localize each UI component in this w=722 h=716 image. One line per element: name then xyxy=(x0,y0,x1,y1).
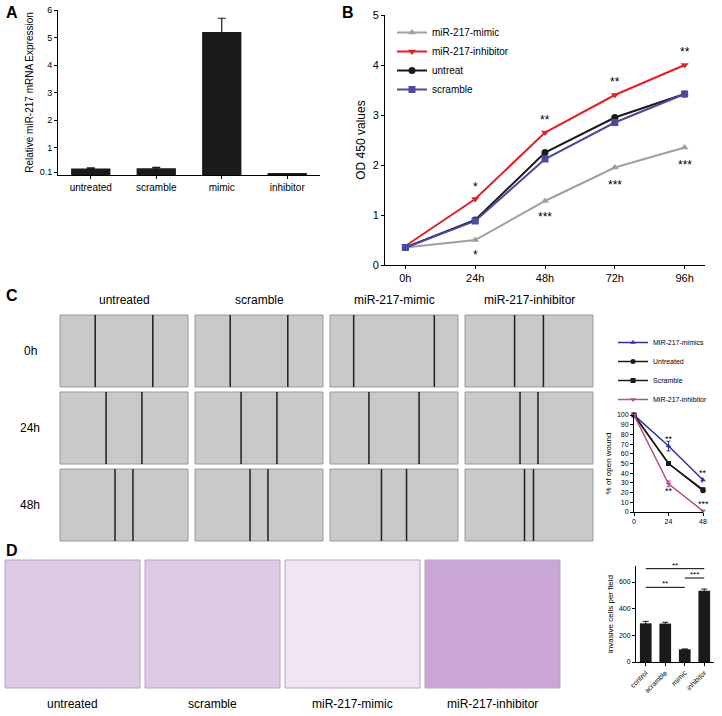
svg-text:200: 200 xyxy=(619,632,631,639)
svg-text:90: 90 xyxy=(621,421,629,428)
svg-text:0h: 0h xyxy=(399,272,411,284)
svg-text:*: * xyxy=(473,248,478,262)
svg-text:C: C xyxy=(6,287,18,304)
svg-text:70: 70 xyxy=(621,441,629,448)
svg-text:D: D xyxy=(6,542,18,559)
svg-text:miR-217-inhibitor: miR-217-inhibitor xyxy=(484,293,575,307)
svg-text:mimic: mimic xyxy=(670,669,688,687)
svg-text:% of open wound: % of open wound xyxy=(604,433,613,495)
svg-text:***: *** xyxy=(690,570,699,579)
svg-text:**: ** xyxy=(540,113,550,127)
svg-text:miR-217-mimic: miR-217-mimic xyxy=(432,27,499,38)
svg-text:60: 60 xyxy=(621,450,629,457)
svg-text:B: B xyxy=(342,4,354,21)
svg-text:Relative miR-217 mRNA Expressi: Relative miR-217 mRNA Expression xyxy=(24,12,35,173)
svg-text:***: *** xyxy=(608,178,622,192)
svg-text:scramble: scramble xyxy=(136,182,177,193)
svg-text:80: 80 xyxy=(621,431,629,438)
svg-text:10: 10 xyxy=(621,499,629,506)
svg-text:untreat: untreat xyxy=(432,65,463,76)
svg-text:scramble: scramble xyxy=(188,697,237,711)
svg-text:30: 30 xyxy=(621,479,629,486)
svg-text:0h: 0h xyxy=(24,344,37,358)
svg-text:3: 3 xyxy=(47,88,52,98)
svg-text:0: 0 xyxy=(632,518,636,525)
svg-text:1: 1 xyxy=(47,143,52,153)
svg-text:miR-217-inhibitor: miR-217-inhibitor xyxy=(432,46,509,57)
svg-text:MiR-217-mimics: MiR-217-mimics xyxy=(653,339,704,346)
svg-text:72h: 72h xyxy=(606,272,624,284)
svg-text:2: 2 xyxy=(47,115,52,125)
svg-text:24h: 24h xyxy=(466,272,484,284)
svg-text:4: 4 xyxy=(373,59,379,71)
svg-text:48h: 48h xyxy=(20,498,40,512)
svg-text:6: 6 xyxy=(47,5,52,15)
svg-text:40: 40 xyxy=(621,470,629,477)
svg-text:A: A xyxy=(6,4,18,21)
svg-text:48: 48 xyxy=(699,518,707,525)
svg-text:miR-217-mimic: miR-217-mimic xyxy=(354,293,435,307)
svg-text:scramble: scramble xyxy=(432,84,473,95)
svg-text:***: *** xyxy=(538,210,552,224)
svg-text:96h: 96h xyxy=(675,272,693,284)
svg-text:24h: 24h xyxy=(20,421,40,435)
svg-text:24: 24 xyxy=(665,518,673,525)
svg-text:1: 1 xyxy=(373,209,379,221)
svg-text:0.1: 0.1 xyxy=(40,167,53,177)
svg-text:Untreated: Untreated xyxy=(653,358,684,365)
svg-text:**: ** xyxy=(699,468,707,478)
svg-text:3: 3 xyxy=(373,109,379,121)
svg-text:***: *** xyxy=(678,158,692,172)
svg-text:**: ** xyxy=(665,434,673,444)
svg-text:2: 2 xyxy=(373,159,379,171)
svg-text:100: 100 xyxy=(617,411,629,418)
svg-text:Scramble: Scramble xyxy=(653,377,683,384)
svg-text:5: 5 xyxy=(47,33,52,43)
svg-text:miR-217-inhibitor: miR-217-inhibitor xyxy=(447,697,538,711)
svg-text:**: ** xyxy=(610,75,620,89)
svg-text:48h: 48h xyxy=(536,272,554,284)
svg-text:invasive cells per field: invasive cells per field xyxy=(606,575,615,653)
svg-text:mimic: mimic xyxy=(209,182,235,193)
svg-text:MiR-217-inhibitor: MiR-217-inhibitor xyxy=(653,396,707,403)
svg-text:600: 600 xyxy=(619,578,631,585)
svg-text:**: ** xyxy=(672,561,678,570)
svg-text:50: 50 xyxy=(621,460,629,467)
svg-text:**: ** xyxy=(662,579,668,588)
svg-text:4: 4 xyxy=(47,60,52,70)
svg-text:untreated: untreated xyxy=(99,293,150,307)
svg-text:0: 0 xyxy=(373,259,379,271)
svg-text:**: ** xyxy=(665,486,673,496)
svg-text:control: control xyxy=(629,669,649,689)
svg-text:0: 0 xyxy=(627,658,631,665)
svg-text:scramble: scramble xyxy=(643,669,668,694)
svg-text:untreated: untreated xyxy=(70,182,112,193)
svg-text:400: 400 xyxy=(619,605,631,612)
svg-text:inhibitor: inhibitor xyxy=(685,669,708,692)
svg-text:scramble: scramble xyxy=(235,293,284,307)
svg-text:*: * xyxy=(473,180,478,194)
svg-text:untreated: untreated xyxy=(47,697,98,711)
svg-text:OD 450 values: OD 450 values xyxy=(354,100,368,179)
svg-text:5: 5 xyxy=(373,9,379,21)
svg-text:miR-217-mimic: miR-217-mimic xyxy=(312,697,393,711)
svg-text:***: *** xyxy=(698,499,709,509)
svg-text:0: 0 xyxy=(625,508,629,515)
svg-text:inhibitor: inhibitor xyxy=(270,182,306,193)
svg-text:**: ** xyxy=(680,45,690,59)
svg-text:20: 20 xyxy=(621,489,629,496)
